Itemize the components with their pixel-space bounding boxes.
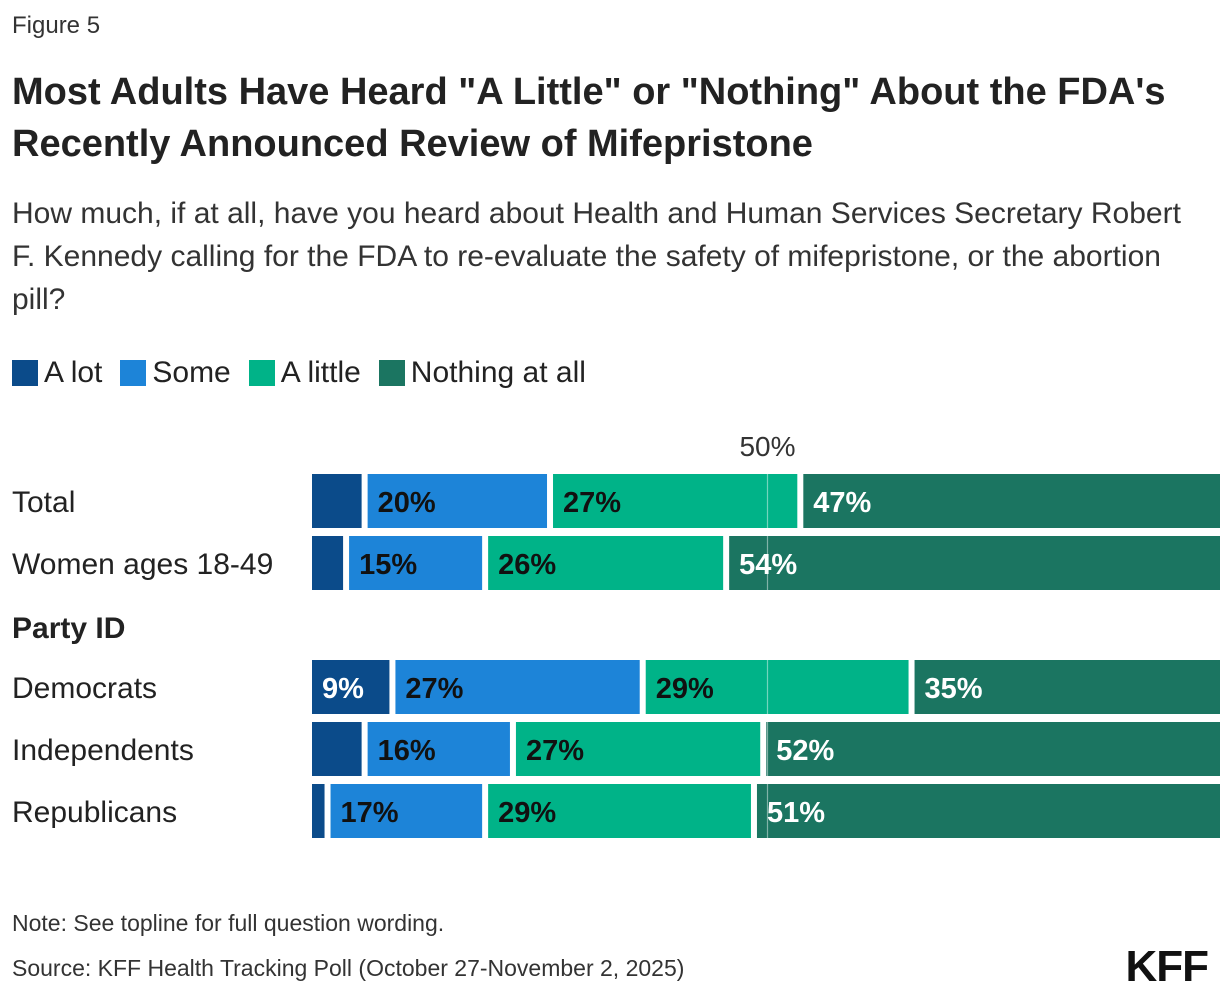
category-label-total: Total [12, 486, 75, 519]
group-header-party-id: Party ID [12, 612, 125, 645]
figure-label: Figure 5 [12, 12, 101, 39]
data-label-democrats-a-little: 29% [656, 673, 714, 705]
legend-item-a-lot: A lot [12, 356, 102, 390]
bar-democrats-a-little [645, 660, 909, 714]
stacked-bar-chart: Total Women ages 18-49 Democrats Independen… [12, 431, 1220, 838]
bar-democrats-some [395, 660, 640, 714]
chart-source: Source: KFF Health Tracking Poll (Octobe… [12, 955, 685, 981]
chart-subtitle: How much, if at all, have you heard abou… [12, 197, 1181, 316]
legend-label-some: Some [152, 356, 231, 389]
data-label-republicans-a-little: 29% [498, 797, 556, 829]
data-label-total-nothing-at-all: 47% [813, 487, 871, 519]
bar-women-ages-18-49-a-little [488, 536, 724, 590]
category-label-republicans: Republicans [12, 796, 177, 829]
data-label-independents-a-little: 27% [526, 735, 584, 767]
data-label-democrats-a-lot: 9% [322, 673, 364, 705]
bar-republicans-nothing-at-all [756, 784, 1220, 838]
legend-item-a-little: A little [248, 356, 361, 390]
bar-total-a-little [553, 474, 798, 528]
bar-women-ages-18-49-a-lot [312, 536, 344, 590]
legend-label-a-lot: A lot [44, 356, 103, 389]
data-label-women-ages-18-49-some: 15% [359, 549, 417, 581]
legend-item-nothing: Nothing at all [378, 356, 586, 390]
bar-democrats-a-lot [312, 660, 390, 714]
kff-logo: KFF [1125, 942, 1209, 991]
bar-women-ages-18-49-some [349, 536, 483, 590]
data-label-total-a-little: 27% [563, 487, 621, 519]
legend-swatch-nothing [378, 360, 405, 386]
legend-item-some: Some [120, 356, 231, 390]
chart-title: Most Adults Have Heard "A Little" or "No… [12, 71, 1166, 165]
data-label-republicans-nothing-at-all: 51% [767, 797, 825, 829]
data-label-independents-nothing-at-all: 52% [776, 735, 834, 767]
category-label-independents: Independents [12, 734, 194, 767]
bar-republicans-a-little [488, 784, 751, 838]
bar-independents-some [367, 722, 510, 776]
legend-swatch-a-little [248, 360, 275, 386]
bar-republicans-some [330, 784, 483, 838]
data-label-women-ages-18-49-nothing-at-all: 54% [739, 549, 797, 581]
data-label-independents-some: 16% [378, 735, 436, 767]
legend-label-a-little: A little [280, 356, 361, 389]
legend-swatch-some [120, 360, 147, 386]
chart-legend: A lot Some A little Nothing at all [12, 353, 604, 393]
bar-independents-a-lot [312, 722, 362, 776]
bar-total-nothing-at-all [803, 474, 1220, 528]
bar-independents-nothing-at-all [766, 722, 1220, 776]
data-label-total-some: 20% [378, 487, 436, 519]
reference-line-label: 50% [739, 431, 795, 462]
data-label-women-ages-18-49-a-little: 26% [498, 549, 556, 581]
chart-note: Note: See topline for full question word… [12, 910, 445, 936]
data-label-republicans-some: 17% [341, 797, 399, 829]
bar-total-a-lot [312, 474, 362, 528]
bar-democrats-nothing-at-all [914, 660, 1220, 714]
category-label-women-ages-18-49: Women ages 18-49 [12, 548, 273, 581]
bar-women-ages-18-49-nothing-at-all [729, 536, 1220, 590]
data-label-democrats-nothing-at-all: 35% [925, 673, 983, 705]
legend-label-nothing: Nothing at all [410, 356, 586, 389]
data-label-democrats-some: 27% [405, 673, 463, 705]
bar-total-some [367, 474, 548, 528]
legend-swatch-a-lot [12, 360, 38, 386]
bar-independents-a-little [515, 722, 761, 776]
bar-republicans-a-lot [312, 784, 325, 838]
category-label-democrats: Democrats [12, 672, 157, 705]
